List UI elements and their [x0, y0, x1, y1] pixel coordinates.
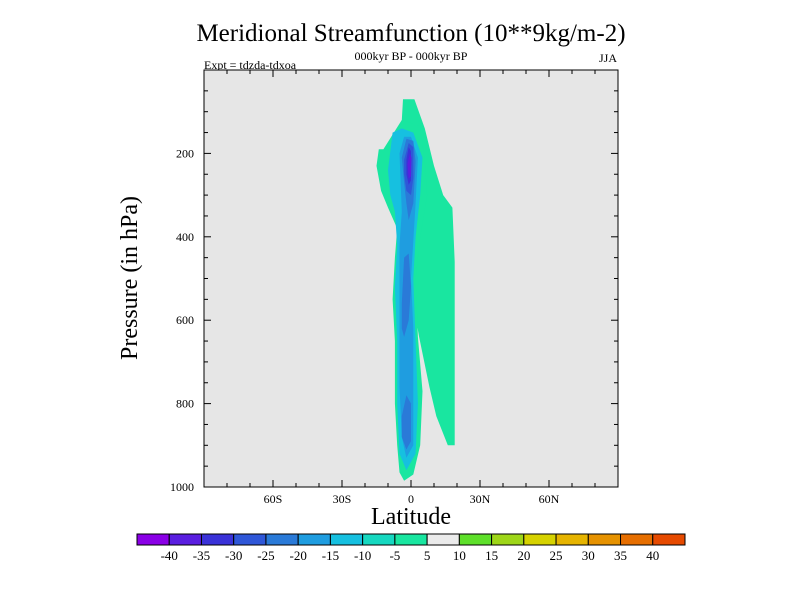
y-tick-label: 200: [176, 146, 194, 160]
x-tick-label: 60N: [539, 492, 560, 506]
contour-regions: [376, 99, 455, 481]
y-axis-label: Pressure (in hPa): [117, 196, 143, 360]
colorbar-box: [297, 533, 331, 546]
colorbar-box: [362, 533, 396, 546]
colorbar-box: [233, 533, 267, 546]
colorbar-box: [620, 533, 654, 546]
y-tick-label: 1000: [170, 480, 194, 494]
colorbar-box: [426, 533, 460, 546]
colorbar-box: [136, 533, 170, 546]
x-tick-label: 0: [408, 492, 414, 506]
y-tick-labels: 200 400 600 800 1000: [170, 146, 194, 494]
contour-region-5: [401, 253, 411, 337]
x-tick-label: 30N: [470, 492, 491, 506]
x-axis-label: Latitude: [371, 504, 451, 530]
colorbar-labels: -40 -35 -30 -25 -20 -15 -10 -5 5 10 15 20 25 30 35 40: [161, 548, 660, 563]
colorbar-label: 25: [550, 548, 563, 563]
colorbar-label: -30: [225, 548, 242, 563]
y-tick-label: 400: [176, 230, 194, 244]
x-tick-label: 60S: [264, 492, 283, 506]
colorbar-label: -40: [161, 548, 178, 563]
contour-region-9: [407, 153, 412, 179]
colorbar-label: 15: [485, 548, 498, 563]
colorbar-label: -10: [354, 548, 371, 563]
chart-title: Meridional Streamfunction (10**9kg/m-2): [196, 20, 625, 47]
colorbar-label: -20: [290, 548, 307, 563]
colorbar-label: 5: [424, 548, 431, 563]
x-tick-label: 30S: [333, 492, 352, 506]
colorbar-box: [458, 533, 493, 546]
colorbar-label: -25: [257, 548, 274, 563]
colorbar-box: [555, 533, 589, 546]
colorbar-box: [168, 533, 202, 546]
colorbar-box: [394, 533, 428, 546]
colorbar-label: 35: [614, 548, 627, 563]
chart-subtitle-experiment: Expt = tdzda-tdxoa: [204, 58, 297, 72]
colorbar-label: -35: [193, 548, 210, 563]
colorbar-label: 10: [453, 548, 466, 563]
colorbar-box: [491, 533, 525, 546]
plot-frame: [203, 69, 619, 488]
axis-ticks: [203, 70, 619, 488]
colorbar-label: -5: [389, 548, 400, 563]
colorbar-box: [587, 533, 622, 546]
chart-season-label: JJA: [599, 51, 617, 65]
colorbar-box: [329, 533, 364, 546]
chart-subtitle-period: 000kyr BP - 000kyr BP: [355, 49, 468, 63]
colorbar-box: [652, 533, 686, 546]
colorbar: [136, 533, 686, 546]
colorbar-box: [523, 533, 557, 546]
y-tick-label: 800: [176, 397, 194, 411]
colorbar-box: [265, 533, 299, 546]
contour-region-6: [401, 395, 411, 450]
colorbar-label: -15: [322, 548, 339, 563]
colorbar-label: 30: [582, 548, 595, 563]
colorbar-label: 40: [646, 548, 659, 563]
x-tick-labels: 60S 30S 0 30N 60N: [264, 492, 560, 506]
colorbar-box: [200, 533, 235, 546]
colorbar-label: 20: [517, 548, 530, 563]
y-tick-label: 600: [176, 313, 194, 327]
